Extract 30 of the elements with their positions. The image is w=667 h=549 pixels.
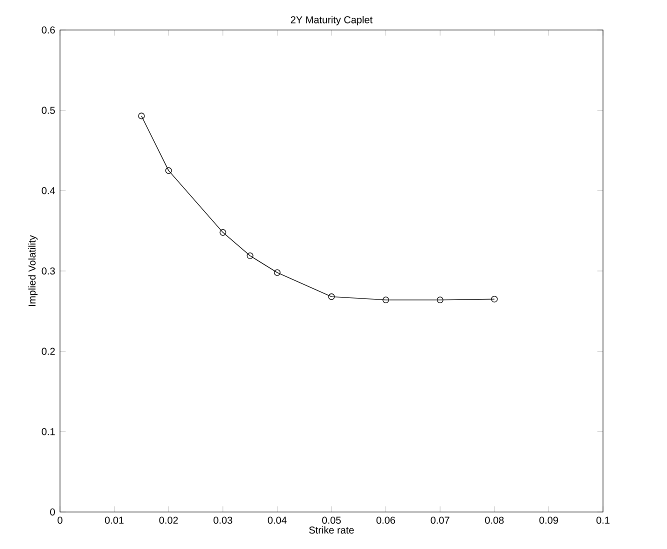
x-tick-label: 0.05 — [322, 516, 341, 524]
point — [491, 296, 498, 302]
point — [274, 269, 280, 276]
x-tick-label: 0 — [58, 516, 62, 524]
point — [436, 296, 444, 304]
chart-title: 2Y Maturity Caplet — [290, 16, 373, 26]
y-tick-label: 0 — [50, 508, 55, 516]
y-tick-label: 0.2 — [42, 348, 55, 355]
point — [220, 229, 226, 236]
x-tick-label: 0.1 — [596, 516, 610, 524]
x-tick-label: 0.02 — [159, 516, 178, 524]
x-tick-label: 0.04 — [268, 516, 287, 524]
x-tick-label: 0.07 — [430, 516, 450, 524]
y-tick-label: 0.3 — [42, 267, 55, 275]
x-axis-title: Strike rate — [309, 526, 354, 534]
y-tick-label: 0.4 — [42, 187, 56, 194]
point — [165, 167, 172, 174]
x-tick-label: 0.01 — [104, 516, 124, 524]
x-tick-label: 0.03 — [214, 516, 232, 524]
x-tick-label: 0.09 — [539, 516, 558, 524]
y-tick-label: 0.5 — [42, 106, 55, 114]
y-axis-title: Implied Volatility — [28, 235, 38, 306]
point — [138, 112, 145, 120]
point — [246, 252, 254, 259]
y-tick-label: 0.1 — [42, 428, 55, 436]
x-tick-label: 0.06 — [376, 516, 396, 524]
y-tick-label: 0.6 — [42, 26, 55, 34]
point — [382, 296, 390, 304]
point — [328, 293, 335, 300]
x-tick-label: 0.08 — [485, 516, 504, 524]
